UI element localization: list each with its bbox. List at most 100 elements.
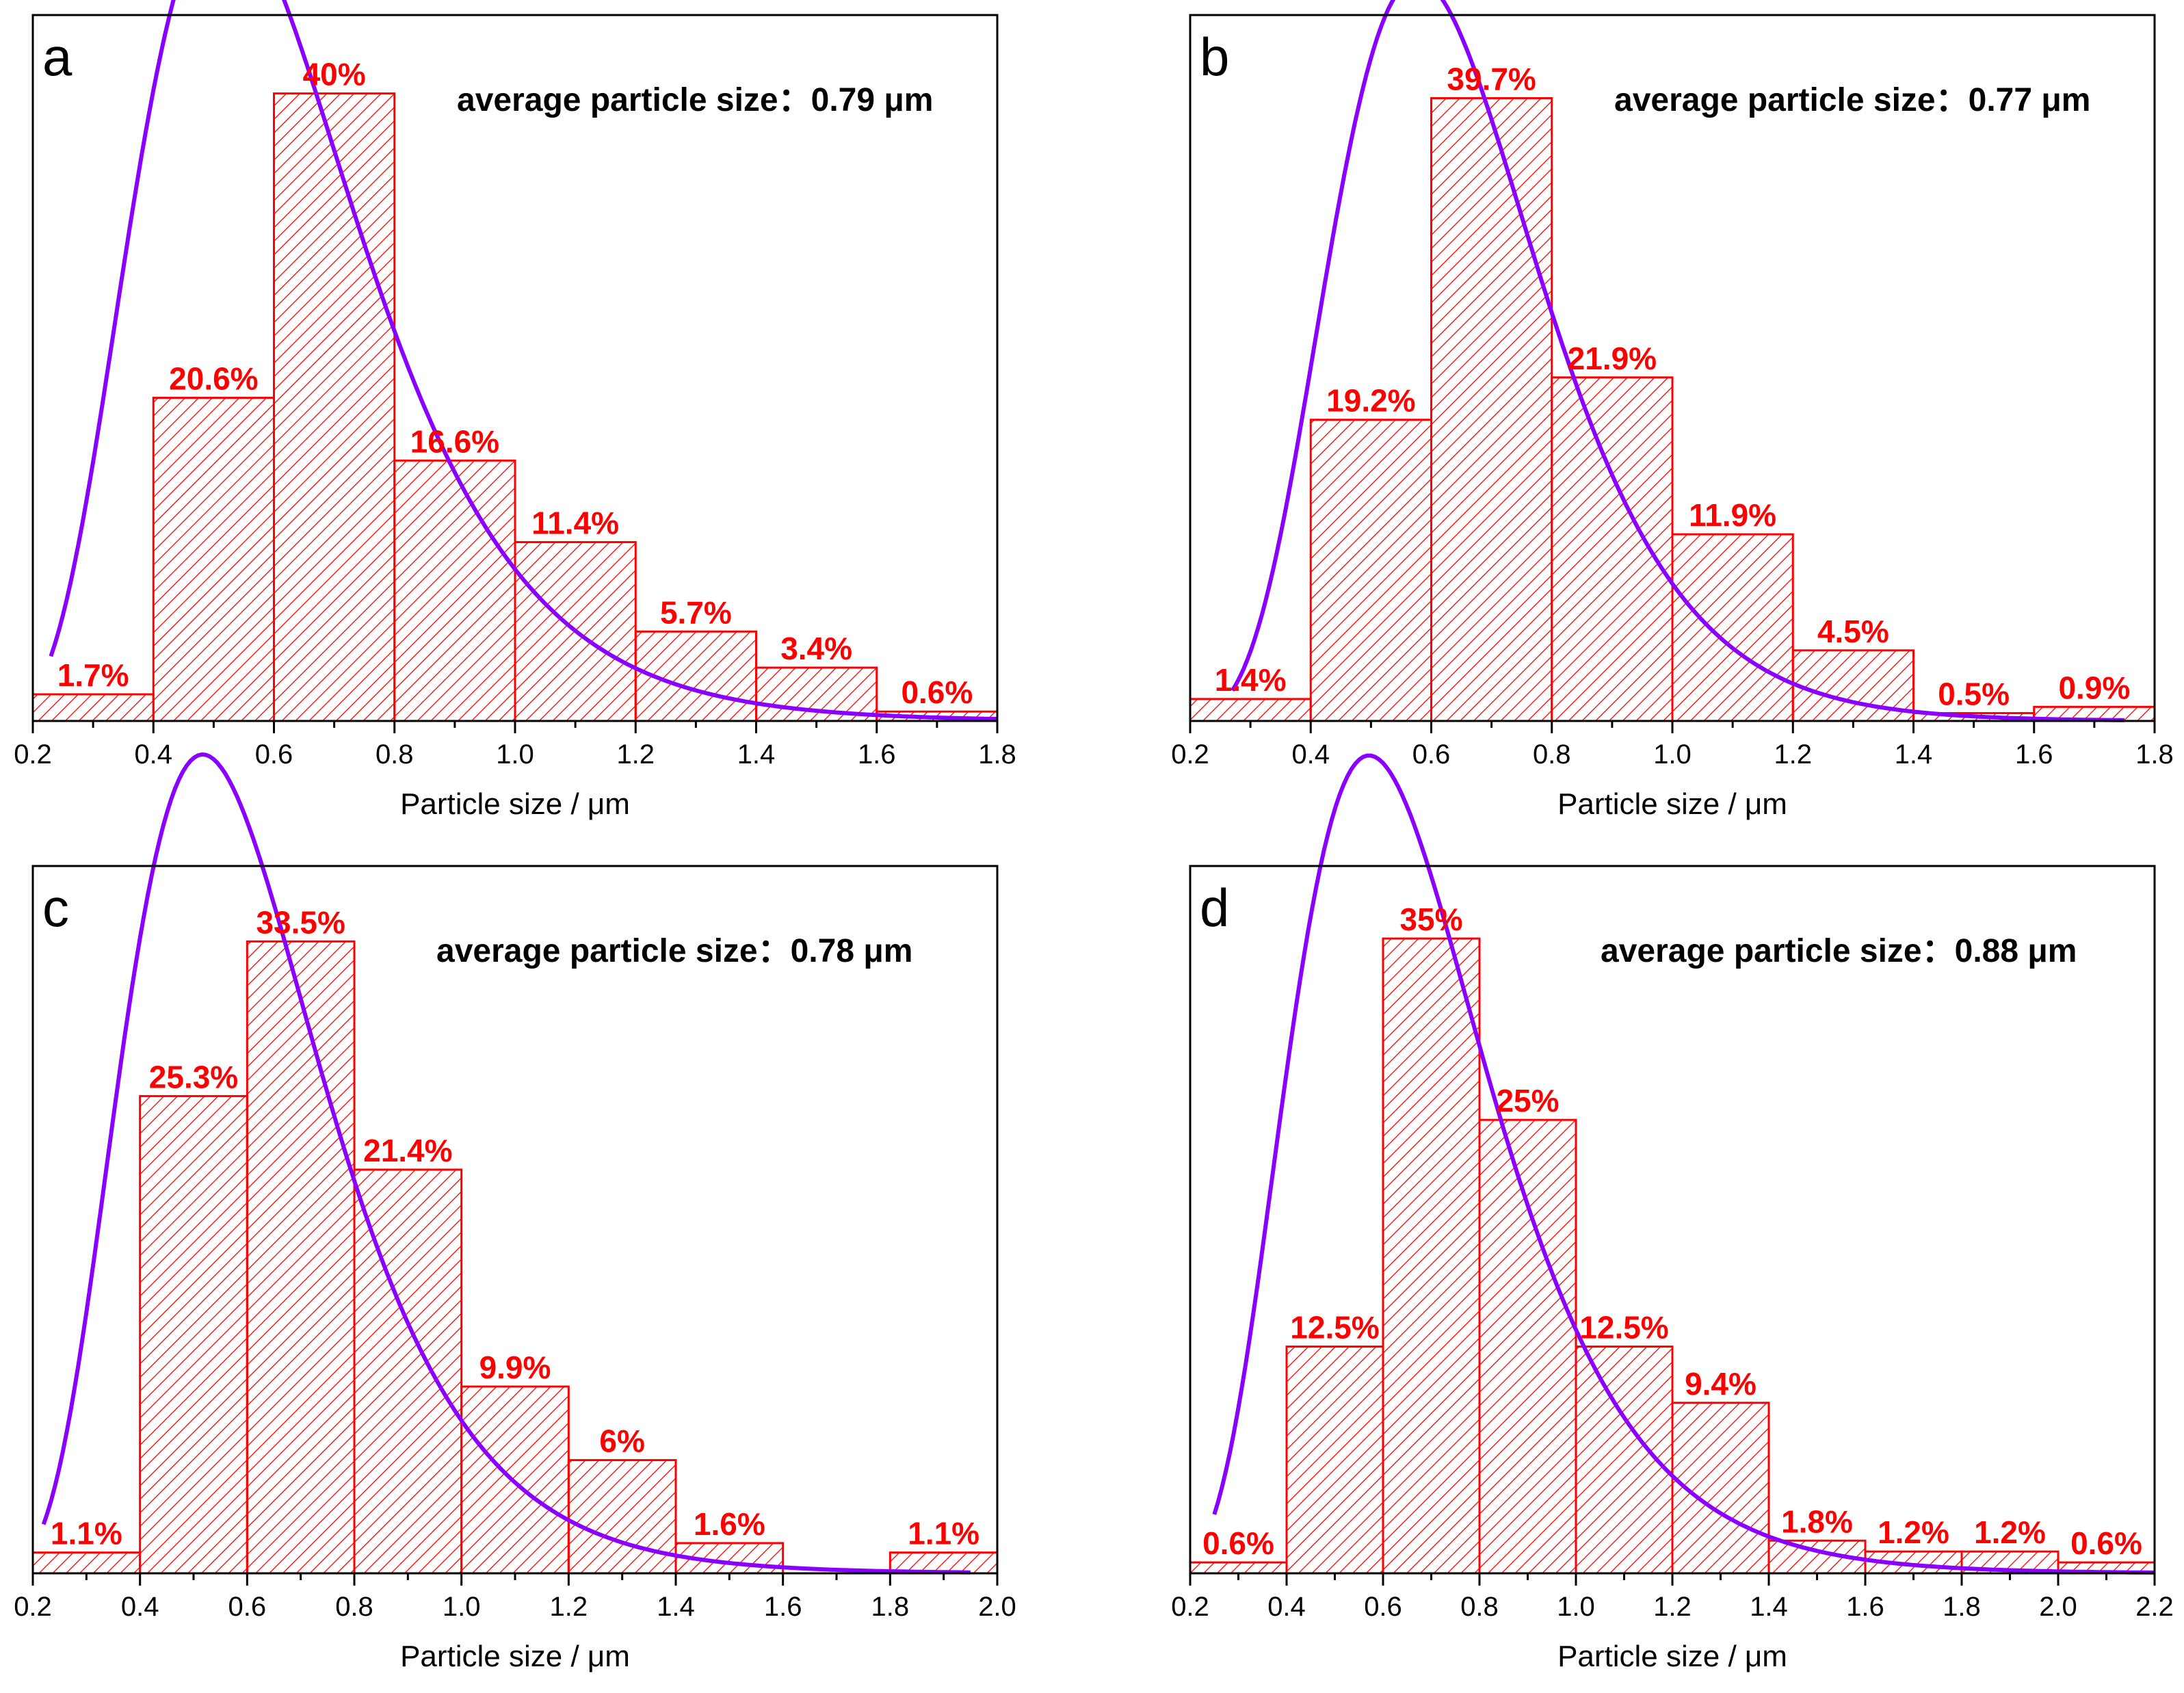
x-tick-label: 1.2: [550, 1592, 588, 1622]
x-tick-label: 0.8: [1460, 1592, 1499, 1622]
x-tick-label: 1.4: [1895, 739, 1933, 770]
bar-value-label: 11.9%: [1689, 497, 1776, 533]
bar-value-label: 5.7%: [660, 594, 732, 630]
x-tick-label: 0.4: [134, 739, 172, 770]
bar-value-label: 1.2%: [1974, 1514, 2046, 1550]
bar-value-label: 1.2%: [1878, 1514, 1949, 1550]
histogram-bar: [1671, 533, 1794, 722]
histogram-bar: [139, 1094, 248, 1575]
x-tick-label: 1.4: [737, 739, 776, 770]
x-tick-label: 1.0: [1557, 1592, 1595, 1622]
histogram-bar: [273, 92, 396, 722]
panel-letter: d: [1200, 878, 1229, 938]
distribution-fit-curve: [49, 0, 998, 722]
bar-value-label: 0.6%: [1202, 1525, 1274, 1561]
average-size-annotation: average particle size：0.78 μm: [436, 933, 912, 969]
bar-value-label: 9.9%: [479, 1350, 551, 1385]
bar-value-label: 1.1%: [908, 1516, 979, 1551]
x-tick-label: 1.0: [443, 1592, 481, 1622]
panel-d: 0.6% 12.5% 35% 25% 12.5% 9.4% 1.8% 1.2% 1.2% 0.6%…: [1171, 753, 2174, 1673]
x-tick-label: 1.8: [871, 1592, 910, 1622]
histogram-bar: [1430, 97, 1553, 722]
bar-value-label: 1.7%: [57, 657, 129, 693]
x-tick-label: 0.6: [1412, 739, 1451, 770]
x-tick-label: 1.6: [1846, 1592, 1884, 1622]
x-axis-title: Particle size / μm: [400, 787, 630, 821]
bar-value-label: 16.6%: [410, 423, 499, 459]
bar-value-label: 12.5%: [1579, 1310, 1668, 1346]
x-axis-title: Particle size / μm: [400, 1640, 630, 1673]
x-tick-label: 0.4: [1267, 1592, 1306, 1622]
x-axis-title: Particle size / μm: [1557, 787, 1787, 821]
histogram-bar: [1478, 1118, 1577, 1575]
histogram-bar: [1189, 1561, 1288, 1575]
histogram-bar: [31, 1551, 142, 1575]
bar-value-label: 0.9%: [2058, 670, 2130, 705]
x-tick-label: 1.8: [2135, 739, 2174, 770]
bar-value-label: 40%: [303, 57, 366, 92]
bar-value-label: 9.4%: [1685, 1366, 1757, 1402]
x-tick-label: 0.8: [1533, 739, 1571, 770]
x-tick-label: 0.8: [335, 1592, 373, 1622]
histogram-bar: [567, 1459, 677, 1575]
x-tick-label: 1.8: [1943, 1592, 1981, 1622]
bar-value-label: 1.1%: [51, 1516, 122, 1551]
x-tick-label: 0.8: [376, 739, 414, 770]
panel-letter: a: [42, 27, 73, 87]
bar-value-label: 0.5%: [1938, 677, 2010, 712]
bar-value-label: 20.6%: [169, 361, 258, 397]
x-tick-label: 0.2: [14, 739, 52, 770]
x-tick-label: 1.4: [657, 1592, 695, 1622]
x-tick-label: 0.6: [228, 1592, 267, 1622]
panel-a: 1.7% 20.6% 40% 16.6% 11.4% 5.7% 3.4% 0.6% 0.2 0.4…: [14, 0, 1016, 821]
bar-value-label: 19.2%: [1326, 383, 1415, 419]
histogram-bar: [1285, 1346, 1384, 1575]
x-tick-label: 1.6: [764, 1592, 802, 1622]
histogram-bar: [152, 397, 275, 722]
x-tick-label: 0.4: [1291, 739, 1330, 770]
bar-value-label: 1.6%: [694, 1506, 765, 1542]
bar-value-label: 11.4%: [531, 506, 619, 541]
x-tick-label: 1.6: [2015, 739, 2053, 770]
bar-value-label: 4.5%: [1817, 614, 1889, 649]
x-tick-label: 1.2: [1653, 1592, 1692, 1622]
panel-letter: c: [42, 878, 69, 938]
x-tick-label: 0.4: [121, 1592, 159, 1622]
histogram-bar: [246, 940, 356, 1575]
x-tick-label: 1.8: [978, 739, 1016, 770]
panel-b: 1.4% 19.2% 39.7% 21.9% 11.9% 4.5% 0.5% 0.9% 0.2 0…: [1171, 0, 2174, 821]
x-tick-label: 0.6: [1364, 1592, 1402, 1622]
x-tick-label: 0.2: [1171, 739, 1209, 770]
bar-value-label: 6%: [599, 1423, 644, 1459]
x-tick-label: 1.2: [616, 739, 655, 770]
histogram-bar: [1189, 698, 1312, 722]
x-tick-label: 1.2: [1774, 739, 1812, 770]
histogram-bar: [1382, 937, 1481, 1575]
bar-value-label: 25%: [1496, 1083, 1559, 1118]
average-size-annotation: average particle size：0.88 μm: [1601, 933, 2077, 969]
x-tick-label: 1.0: [496, 739, 534, 770]
bar-value-label: 1.4%: [1215, 662, 1287, 698]
bar-value-label: 21.4%: [363, 1133, 452, 1168]
distribution-fit-curve: [1231, 0, 2124, 722]
x-tick-label: 2.0: [978, 1592, 1016, 1622]
x-tick-label: 2.2: [2135, 1592, 2174, 1622]
histogram-bar: [1309, 419, 1432, 722]
histogram-bar: [31, 693, 155, 722]
x-tick-label: 1.0: [1653, 739, 1692, 770]
bar-value-label: 25.3%: [149, 1059, 238, 1094]
average-size-annotation: average particle size：0.77 μm: [1614, 82, 2090, 118]
histogram-bar: [393, 459, 516, 722]
average-size-annotation: average particle size：0.79 μm: [457, 82, 933, 118]
x-tick-label: 0.2: [14, 1592, 52, 1622]
bar-value-label: 21.9%: [1568, 341, 1657, 376]
x-tick-label: 1.6: [858, 739, 896, 770]
bar-value-label: 0.6%: [901, 674, 973, 710]
bar-value-label: 39.7%: [1447, 62, 1536, 97]
bar-value-label: 1.8%: [1781, 1504, 1853, 1539]
distribution-fit-curve: [1212, 753, 2155, 1575]
distribution-fit-curve: [41, 752, 971, 1575]
x-tick-label: 1.4: [1750, 1592, 1788, 1622]
x-tick-label: 0.6: [255, 739, 293, 770]
